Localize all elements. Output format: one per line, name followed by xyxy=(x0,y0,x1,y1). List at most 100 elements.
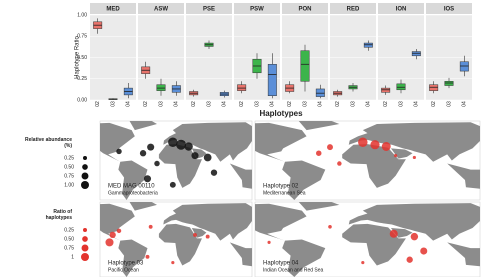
facet-strip xyxy=(138,3,184,14)
land xyxy=(229,163,252,189)
facet-label: PSW xyxy=(250,7,264,13)
box xyxy=(267,64,277,97)
land xyxy=(282,160,326,200)
facet-label: ASW xyxy=(154,7,168,13)
land xyxy=(447,242,480,267)
facet-label: ION xyxy=(396,7,407,13)
map xyxy=(100,121,252,200)
facet-label: RED xyxy=(347,7,360,13)
bubble xyxy=(109,231,116,239)
x-tick-label: 03 xyxy=(446,101,452,107)
facet-strip xyxy=(282,3,328,14)
legend-title: Ratio of haplotypes xyxy=(46,209,73,221)
bubble xyxy=(361,260,365,265)
facet-label: PSE xyxy=(203,7,215,13)
box xyxy=(411,51,421,57)
y-tick-label: 0.00 xyxy=(77,97,87,103)
bubble xyxy=(154,160,160,167)
bubble xyxy=(191,152,199,160)
legend-title: Relative abundance (%) xyxy=(25,137,72,149)
bubble xyxy=(358,137,368,148)
facet-strip xyxy=(378,3,424,14)
x-tick-label: 04 xyxy=(174,101,180,107)
box xyxy=(396,83,406,91)
land xyxy=(255,122,307,162)
map-title: Haplotype 04 xyxy=(263,261,299,267)
facet-strip xyxy=(234,3,280,14)
bubble xyxy=(328,225,332,229)
y-tick-label: 0.75 xyxy=(77,34,87,40)
y-tick-label: 1.00 xyxy=(77,12,87,18)
land xyxy=(390,227,413,238)
x-tick-label: 03 xyxy=(398,101,404,107)
bubble xyxy=(143,175,152,183)
map-subtitle: Mediterranean Sea xyxy=(263,190,306,196)
legend-bubble xyxy=(82,164,88,170)
bubble xyxy=(337,161,342,166)
facet-strip xyxy=(186,3,232,14)
x-tick-label: 02 xyxy=(287,101,293,107)
legend-label: 1.00 xyxy=(64,182,74,188)
legend-bubble xyxy=(82,236,88,242)
box xyxy=(459,61,469,72)
land xyxy=(118,239,148,277)
legend-bubble xyxy=(81,172,89,180)
land xyxy=(129,121,157,131)
bubble xyxy=(148,224,153,229)
x-tick-label: 04 xyxy=(366,101,372,107)
map-title: MED MAG 00110 xyxy=(108,184,155,190)
legend-bubble xyxy=(81,253,89,261)
bubble xyxy=(267,240,271,244)
map-subtitle: Gammaproteobacteria xyxy=(108,190,158,196)
land xyxy=(158,144,202,188)
legend-bubble xyxy=(81,244,89,252)
x-tick-label: 02 xyxy=(191,101,197,107)
bubble xyxy=(169,181,176,188)
x-tick-label: 04 xyxy=(462,101,468,107)
facet-label: MED xyxy=(106,7,120,13)
map-subtitle: Indian Ocean and Red Sea xyxy=(263,267,324,273)
box xyxy=(315,88,325,97)
x-tick-label: 04 xyxy=(126,101,132,107)
box xyxy=(381,87,391,93)
bubble xyxy=(210,169,218,176)
land xyxy=(348,122,480,162)
legend-label: 0.50 xyxy=(64,164,74,170)
x-tick-label: 03 xyxy=(350,101,356,107)
x-tick-label: 03 xyxy=(302,101,308,107)
land xyxy=(447,163,480,189)
land xyxy=(342,144,406,188)
legend-label: 0.75 xyxy=(64,173,74,179)
bubble xyxy=(389,229,398,238)
x-tick-label: 04 xyxy=(222,101,228,107)
facet-label: IOS xyxy=(444,7,454,13)
y-tick-label: 0.25 xyxy=(77,76,87,82)
x-axis-title: Haplotypes xyxy=(259,109,303,118)
map-title: Haplotype 02 xyxy=(263,184,299,190)
legend-label: 1 xyxy=(71,254,74,260)
land xyxy=(348,203,480,241)
x-tick-label: 02 xyxy=(383,101,389,107)
land xyxy=(100,203,135,241)
bubble xyxy=(394,154,398,158)
land xyxy=(163,122,252,162)
bubble xyxy=(203,153,212,162)
x-tick-label: 02 xyxy=(335,101,341,107)
x-tick-label: 04 xyxy=(318,101,324,107)
facet-strip xyxy=(90,3,136,14)
land xyxy=(298,202,340,211)
box xyxy=(429,84,439,91)
facet-strip xyxy=(426,3,472,14)
map xyxy=(255,121,480,200)
bubble xyxy=(147,143,155,151)
y-axis-title: Haplotype Ratio xyxy=(75,35,81,78)
map-title: Haplotype 03 xyxy=(108,261,144,267)
x-tick-label: 04 xyxy=(414,101,420,107)
legend-bubble xyxy=(83,156,87,160)
facet-label: PON xyxy=(298,7,311,13)
land xyxy=(298,121,340,131)
bubble xyxy=(410,232,419,241)
land xyxy=(255,203,307,241)
land xyxy=(158,223,202,266)
